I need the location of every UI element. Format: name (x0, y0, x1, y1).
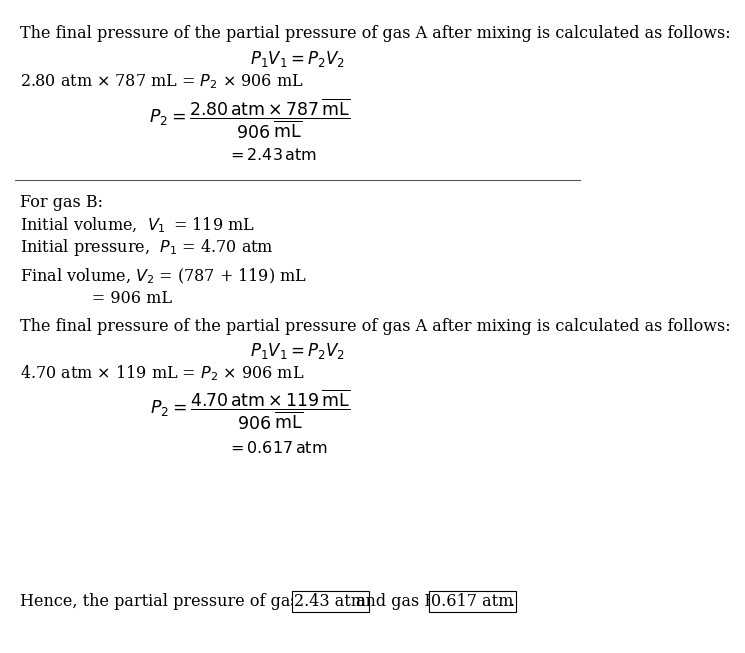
Text: $= 0.617\,\mathrm{atm}$: $= 0.617\,\mathrm{atm}$ (226, 440, 327, 457)
Text: and gas B is: and gas B is (356, 593, 454, 610)
Text: 4.70 atm $\times$ 119 mL = $P_2$ $\times$ 906 mL: 4.70 atm $\times$ 119 mL = $P_2$ $\times… (20, 364, 305, 383)
Text: Initial pressure,  $P_1$ = 4.70 atm: Initial pressure, $P_1$ = 4.70 atm (20, 237, 274, 258)
Text: $P_1V_1 = P_2V_2$: $P_1V_1 = P_2V_2$ (250, 50, 345, 69)
Text: 2.80 atm $\times$ 787 mL = $P_2$ $\times$ 906 mL: 2.80 atm $\times$ 787 mL = $P_2$ $\times… (20, 72, 304, 91)
Text: $= 2.43\,\mathrm{atm}$: $= 2.43\,\mathrm{atm}$ (226, 146, 317, 163)
Text: $P_2 = \dfrac{2.80\,\mathrm{atm} \times 787\,\overline{\mathrm{mL}}}{906\;\overl: $P_2 = \dfrac{2.80\,\mathrm{atm} \times … (150, 97, 351, 140)
Text: The final pressure of the partial pressure of gas A after mixing is calculated a: The final pressure of the partial pressu… (20, 25, 731, 42)
Text: Initial volume,  $V_1\,$ = 119 mL: Initial volume, $V_1\,$ = 119 mL (20, 215, 256, 234)
Text: $P_1V_1 = P_2V_2$: $P_1V_1 = P_2V_2$ (250, 341, 345, 360)
Text: 2.43 atm: 2.43 atm (294, 593, 367, 610)
Text: For gas B:: For gas B: (20, 194, 104, 211)
Text: Hence, the partial pressure of gas A is: Hence, the partial pressure of gas A is (20, 593, 335, 610)
Text: = 906 mL: = 906 mL (20, 289, 172, 307)
Text: The final pressure of the partial pressure of gas A after mixing is calculated a: The final pressure of the partial pressu… (20, 318, 731, 335)
Text: $P_2 = \dfrac{4.70\,\mathrm{atm} \times 119\,\overline{\mathrm{mL}}}{906\;\overl: $P_2 = \dfrac{4.70\,\mathrm{atm} \times … (150, 388, 350, 432)
Text: .: . (510, 593, 514, 610)
Text: Final volume, $V_2$ = (787 + 119) mL: Final volume, $V_2$ = (787 + 119) mL (20, 267, 308, 286)
Text: 0.617 atm: 0.617 atm (431, 593, 514, 610)
